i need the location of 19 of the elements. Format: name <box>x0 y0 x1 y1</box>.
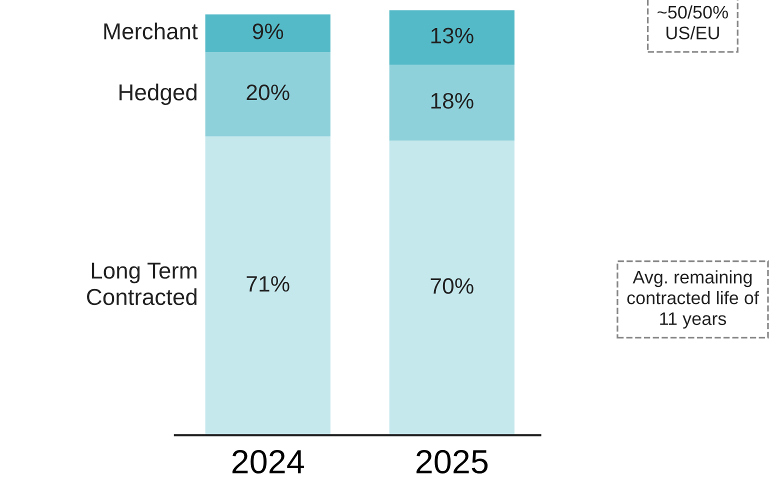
bar <box>205 14 330 52</box>
data-label: 20% <box>246 84 290 100</box>
series-label: Hedged <box>120 84 196 105</box>
data-label: 71% <box>246 276 290 292</box>
bar <box>205 52 330 136</box>
data-label: 9% <box>252 24 284 40</box>
data-label: 70% <box>430 278 474 294</box>
x-tick-label: 2025 <box>416 450 488 474</box>
text: ~50/50% US/EU <box>658 5 728 40</box>
bar <box>389 10 514 65</box>
series-label: Long Term Contracted <box>87 262 196 306</box>
bar <box>389 140 514 436</box>
data-label: 18% <box>431 92 474 109</box>
data-label: 13% <box>431 28 474 44</box>
x-tick-label: 2024 <box>232 450 304 474</box>
text: Avg. remaining contracted life of 11 years <box>627 270 760 329</box>
bar <box>205 136 330 436</box>
series-label: Merchant <box>104 22 198 40</box>
bar <box>389 64 514 141</box>
